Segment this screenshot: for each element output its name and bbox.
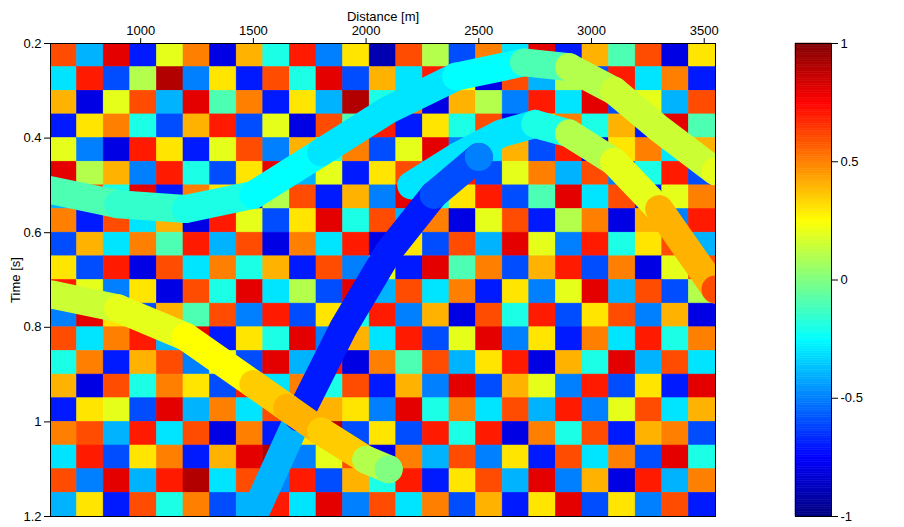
svg-text:0.4: 0.4 bbox=[23, 130, 41, 145]
svg-text:1: 1 bbox=[841, 36, 848, 51]
svg-text:-1: -1 bbox=[841, 509, 853, 524]
svg-text:3500: 3500 bbox=[690, 23, 719, 38]
svg-text:0.8: 0.8 bbox=[23, 319, 41, 334]
svg-text:Distance [m]: Distance [m] bbox=[347, 9, 419, 24]
svg-text:3000: 3000 bbox=[577, 23, 606, 38]
svg-text:-0.5: -0.5 bbox=[841, 390, 863, 405]
svg-text:1.2: 1.2 bbox=[23, 509, 41, 524]
svg-text:1000: 1000 bbox=[126, 23, 155, 38]
svg-text:Time [s]: Time [s] bbox=[8, 257, 23, 303]
svg-text:0.5: 0.5 bbox=[841, 154, 859, 169]
svg-text:0.6: 0.6 bbox=[23, 225, 41, 240]
svg-text:1500: 1500 bbox=[239, 23, 268, 38]
svg-text:1: 1 bbox=[34, 414, 41, 429]
svg-text:0: 0 bbox=[841, 272, 848, 287]
svg-text:2000: 2000 bbox=[352, 23, 381, 38]
svg-text:0.2: 0.2 bbox=[23, 36, 41, 51]
svg-text:2500: 2500 bbox=[464, 23, 493, 38]
